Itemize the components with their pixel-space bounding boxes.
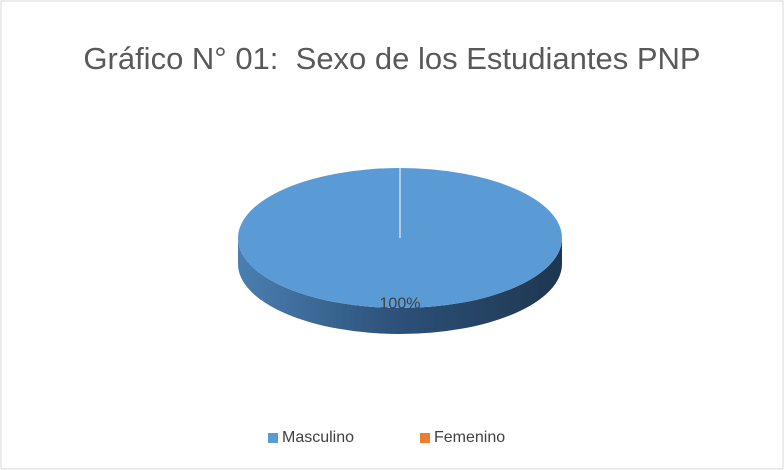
legend-swatch bbox=[268, 433, 278, 443]
data-label: 100% bbox=[380, 296, 421, 313]
legend-label: Masculino bbox=[282, 429, 354, 446]
chart-title: Gráfico N° 01: Sexo de los Estudiantes P… bbox=[83, 41, 701, 76]
legend-swatch bbox=[420, 433, 430, 443]
legend-label: Femenino bbox=[434, 429, 505, 446]
pie-side bbox=[238, 238, 562, 334]
